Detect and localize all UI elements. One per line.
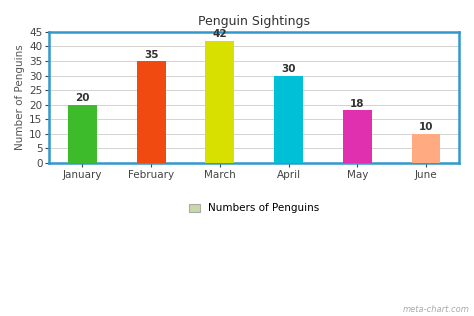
Legend: Numbers of Penguins: Numbers of Penguins xyxy=(185,199,323,218)
Bar xyxy=(343,110,372,163)
Bar xyxy=(411,134,440,163)
Text: 20: 20 xyxy=(75,94,90,103)
Title: Penguin Sightings: Penguin Sightings xyxy=(198,15,310,28)
Text: 10: 10 xyxy=(419,123,433,132)
Text: 42: 42 xyxy=(212,29,227,40)
Text: meta-chart.com: meta-chart.com xyxy=(402,306,469,314)
Text: 30: 30 xyxy=(281,64,296,74)
Text: 35: 35 xyxy=(144,50,158,60)
Text: 18: 18 xyxy=(350,99,365,109)
Bar xyxy=(137,61,165,163)
Bar xyxy=(205,41,234,163)
Bar xyxy=(68,105,97,163)
Bar xyxy=(274,76,303,163)
Y-axis label: Number of Penguins: Number of Penguins xyxy=(15,45,25,150)
